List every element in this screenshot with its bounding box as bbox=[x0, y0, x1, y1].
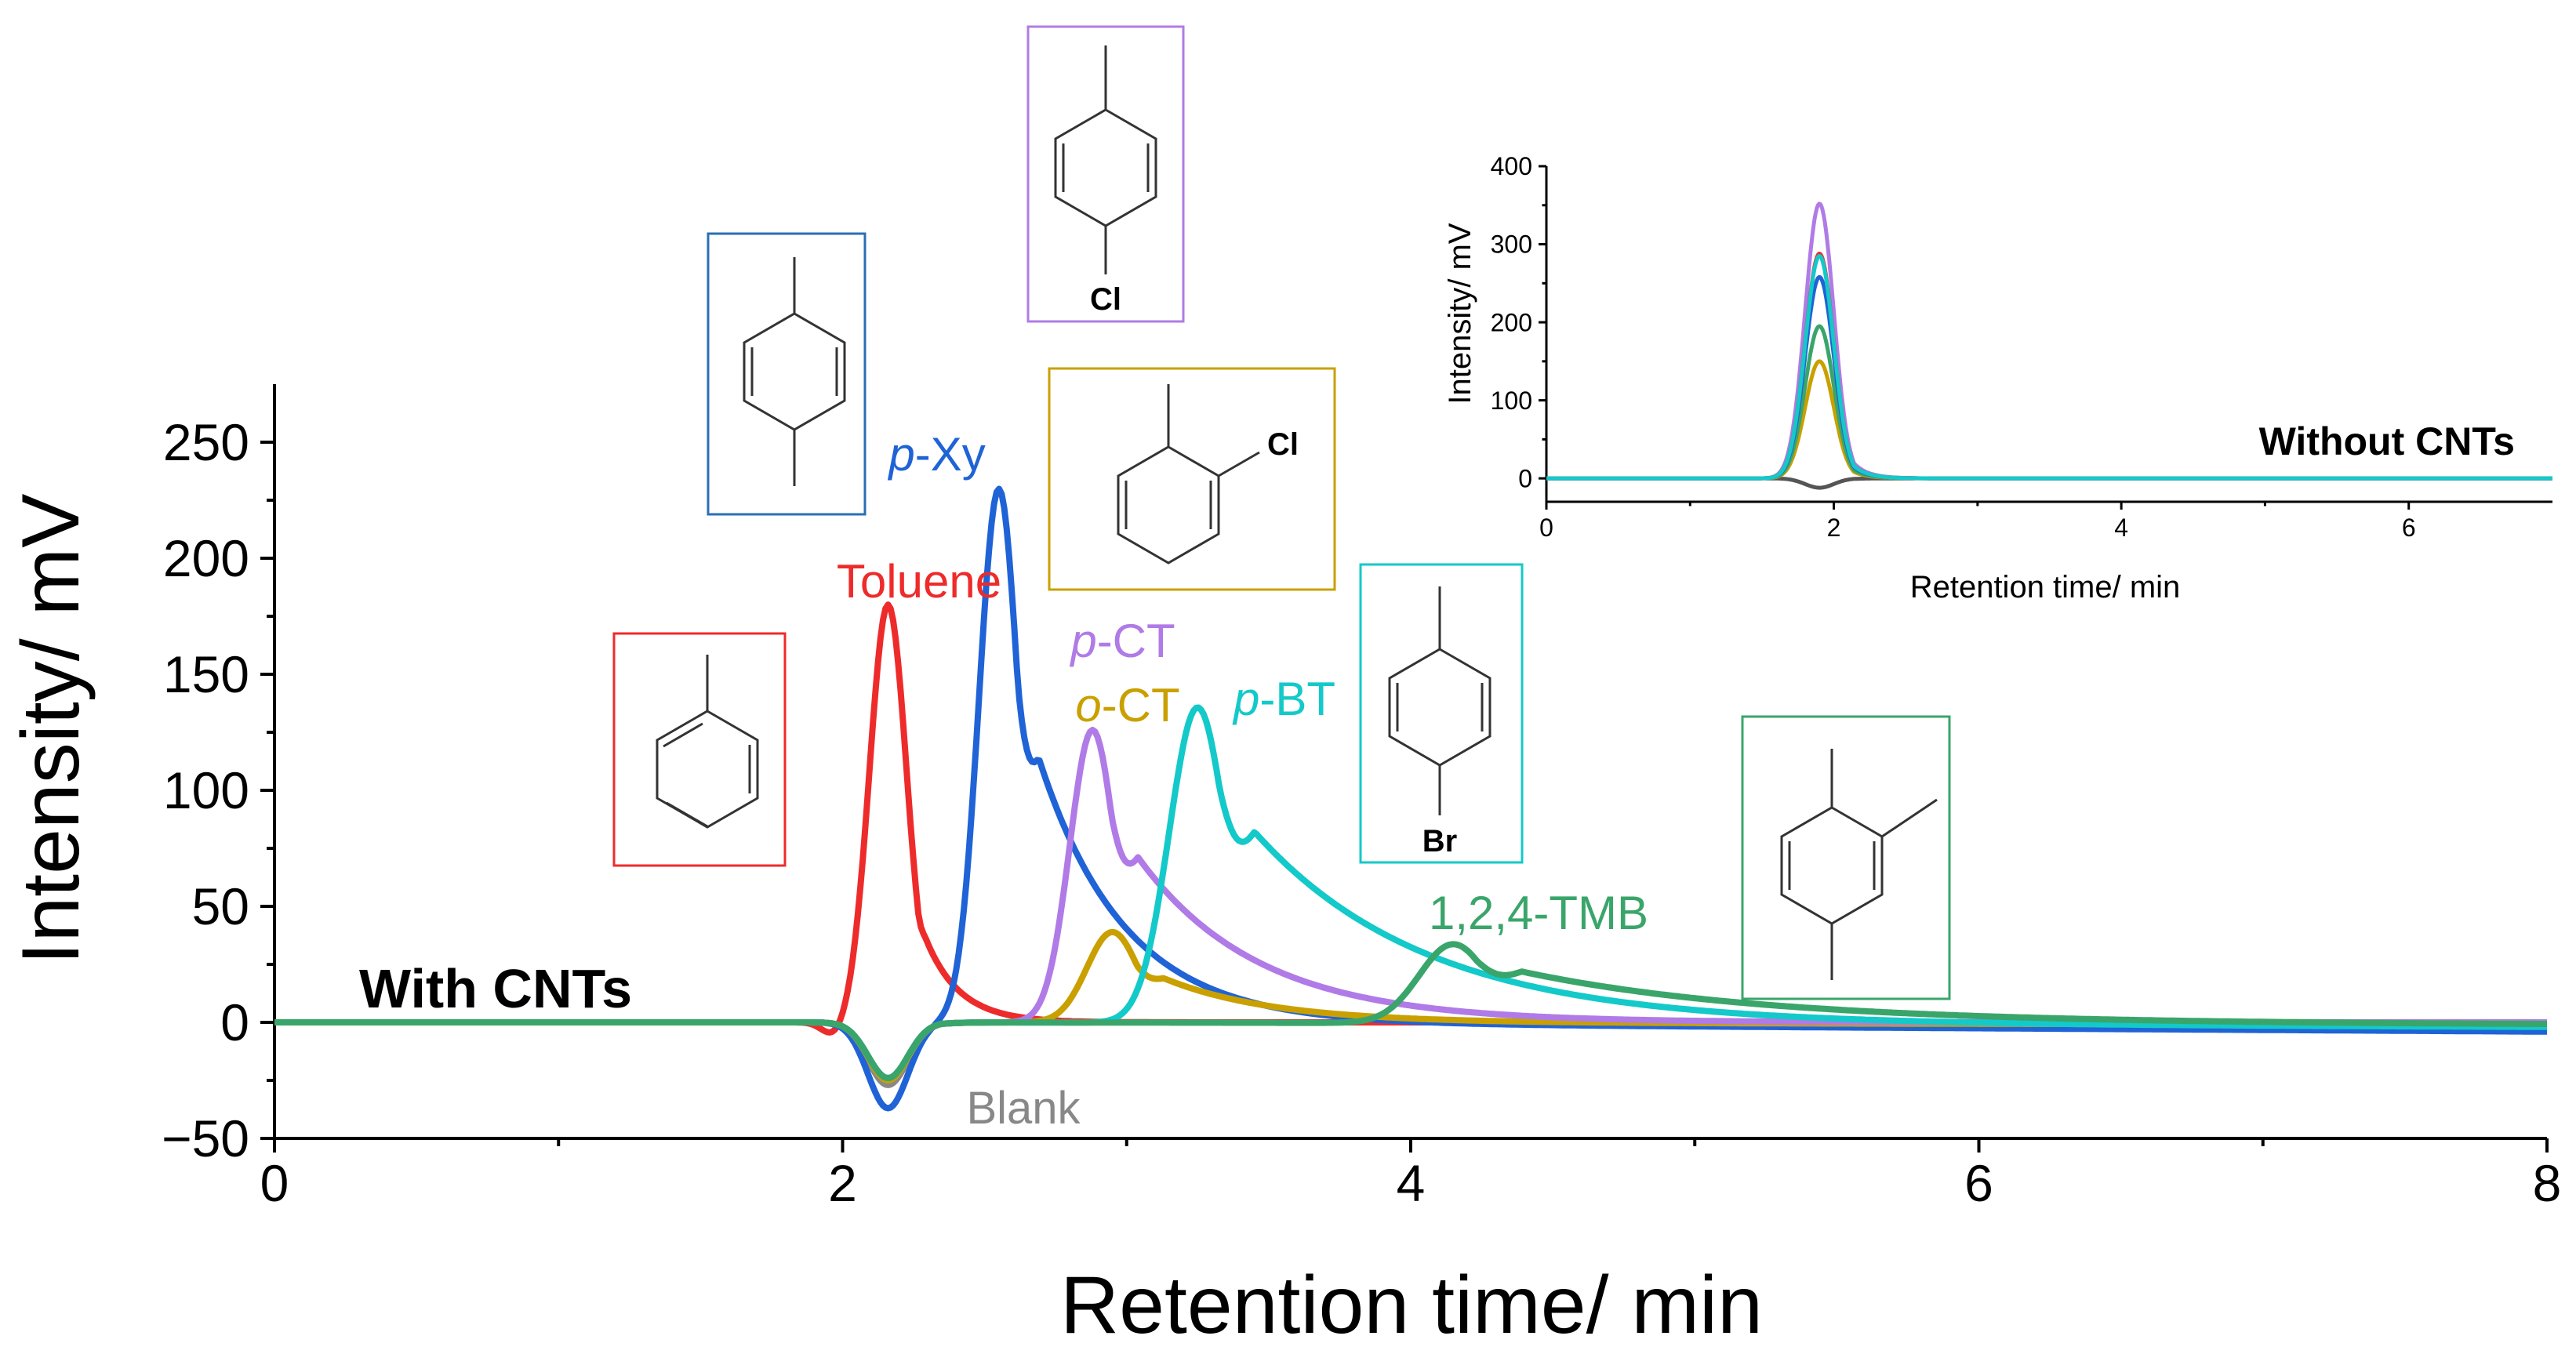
annotation-o-ct-rest: -CT bbox=[1102, 679, 1180, 731]
x-tick-label: 8 bbox=[2533, 1154, 2562, 1212]
series-line-p-bt bbox=[1545, 254, 2554, 481]
y-tick-label: 0 bbox=[220, 993, 249, 1051]
main-y-axis-label: Intensity/ mV bbox=[5, 493, 96, 964]
y-tick-label: 0 bbox=[1518, 464, 1532, 492]
y-tick-label: 50 bbox=[192, 877, 249, 935]
y-tick-label: 100 bbox=[1491, 387, 1532, 415]
toluene-structure-icon bbox=[612, 632, 787, 867]
y-tick-label: 150 bbox=[163, 645, 249, 703]
y-tick-label: 250 bbox=[163, 413, 249, 471]
annotation-p-bt-rest: -BT bbox=[1259, 673, 1335, 725]
inset-tick-labels: 0 2 4 6 0 100 200 300 400 bbox=[1491, 152, 2416, 542]
annotation-p-ct-prefix: p bbox=[1069, 615, 1096, 667]
x-tick-label: 6 bbox=[1964, 1154, 1993, 1212]
x-tick-label: 2 bbox=[828, 1154, 857, 1212]
annotation-blank: Blank bbox=[966, 1083, 1081, 1134]
main-x-axis-label: Retention time/ min bbox=[1060, 1260, 1763, 1351]
y-tick-label: 300 bbox=[1491, 231, 1532, 259]
p-bt-br-label: Br bbox=[1422, 824, 1457, 859]
molecular-structures: Cl Cl Br bbox=[612, 25, 1951, 1000]
series-line-1-2-4-tmb bbox=[274, 941, 2548, 1081]
annotation-p-bt-prefix: p bbox=[1232, 673, 1259, 725]
annotation-p-ct: p-CT bbox=[1069, 615, 1175, 667]
x-tick-label: 4 bbox=[2114, 514, 2128, 542]
annotation-p-xy-rest: -Xy bbox=[915, 428, 986, 481]
p-chlorotoluene-structure-icon: Cl bbox=[1026, 25, 1185, 323]
x-tick-label: 0 bbox=[1539, 514, 1553, 542]
p-bromotoluene-structure-icon: Br bbox=[1359, 563, 1524, 864]
y-tick-label: 200 bbox=[1491, 308, 1532, 336]
x-tick-label: 2 bbox=[1827, 514, 1841, 542]
y-tick-label: 400 bbox=[1491, 152, 1532, 180]
x-tick-label: 4 bbox=[1397, 1154, 1426, 1212]
annotation-o-ct: o-CT bbox=[1075, 679, 1179, 731]
y-tick-label: 200 bbox=[163, 529, 249, 587]
o-ct-cl-label: Cl bbox=[1267, 427, 1299, 462]
annotation-p-xy-prefix: p bbox=[887, 428, 914, 481]
inset-chart: 0 2 4 6 0 100 200 300 400 Retention time/ min In… bbox=[1443, 152, 2554, 604]
annotation-p-xy: p-Xy bbox=[887, 428, 985, 481]
with-cnts-label: With CNTs bbox=[359, 958, 632, 1019]
inset-x-axis-label: Retention time/ min bbox=[1910, 570, 2181, 604]
annotation-toluene: Toluene bbox=[837, 555, 1001, 608]
annotation-p-ct-rest: -CT bbox=[1097, 615, 1175, 667]
main-axes bbox=[260, 384, 2549, 1153]
x-tick-label: 6 bbox=[2402, 514, 2416, 542]
annotation-p-bt: p-BT bbox=[1232, 673, 1335, 725]
p-xylene-structure-icon bbox=[707, 232, 867, 516]
o-chlorotoluene-structure-icon: Cl bbox=[1048, 367, 1336, 591]
annotation-1-2-4-tmb: 1,2,4-TMB bbox=[1429, 887, 1648, 939]
inset-axes bbox=[1539, 165, 2552, 510]
inset-series bbox=[1545, 201, 2554, 490]
inset-y-axis-label: Intensity/ mV bbox=[1443, 223, 1477, 405]
without-cnts-label: Without CNTs bbox=[2259, 419, 2515, 463]
y-tick-label: −50 bbox=[162, 1109, 249, 1167]
p-ct-cl-label: Cl bbox=[1090, 282, 1121, 317]
main-series bbox=[274, 485, 2548, 1112]
tmb-structure-icon bbox=[1741, 715, 1951, 1000]
annotation-o-ct-prefix: o bbox=[1075, 679, 1101, 731]
y-tick-label: 100 bbox=[163, 761, 249, 819]
x-tick-label: 0 bbox=[260, 1154, 289, 1212]
